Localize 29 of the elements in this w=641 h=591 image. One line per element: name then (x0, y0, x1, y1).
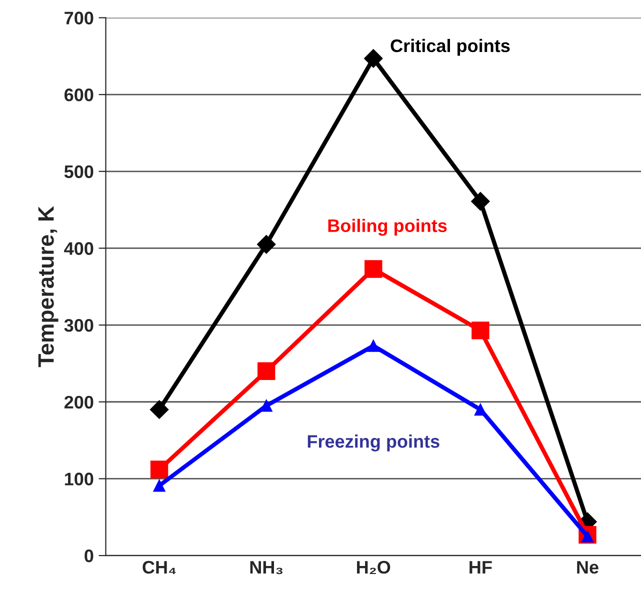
point (364, 49, 383, 68)
point (153, 480, 166, 492)
y-tick-label: 700 (64, 12, 94, 24)
point (364, 260, 382, 278)
x-tick-label: HF (470, 561, 492, 574)
y-tick-label: 300 (64, 318, 94, 332)
y-axis-title: Temperature, K (38, 206, 58, 368)
point (474, 403, 487, 416)
y-tick-label: 600 (64, 88, 94, 102)
point (257, 362, 276, 380)
y-tick-label: 200 (64, 396, 94, 409)
x-tick-label: CH₄ (142, 560, 176, 574)
x-tick-label: H₂O (357, 560, 390, 574)
x-tick-label: NH₃ (250, 561, 282, 574)
point (256, 235, 276, 254)
text: Freezing points (308, 434, 440, 452)
y-tick-label: 500 (64, 165, 94, 178)
y-tick-label: 0 (84, 549, 94, 562)
point (150, 400, 169, 419)
y-tick-label: 100 (64, 472, 94, 486)
point (150, 460, 168, 478)
x-tick-label: Ne (577, 561, 598, 574)
y-tick-label: 400 (64, 242, 94, 255)
point (367, 340, 380, 352)
point (260, 400, 272, 412)
series-label: Boiling points (328, 218, 447, 236)
series-label: Critical points (390, 38, 510, 56)
point (471, 192, 490, 211)
point (472, 322, 490, 340)
